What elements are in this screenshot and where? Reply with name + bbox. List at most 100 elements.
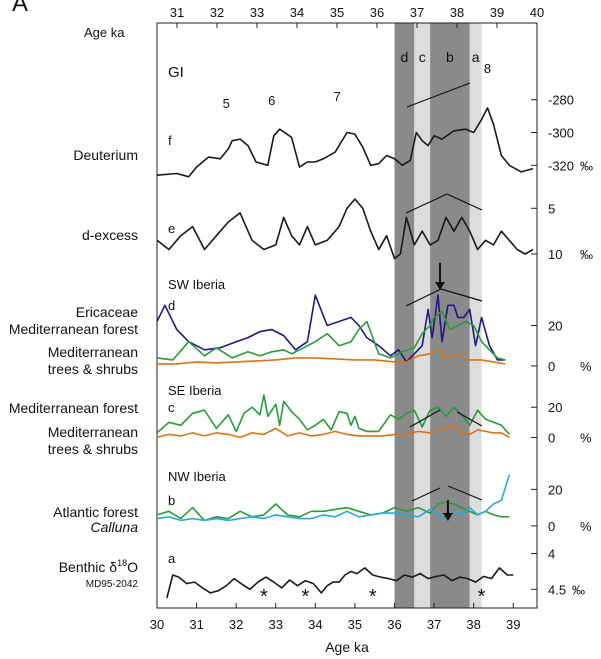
unit-label: ‰ bbox=[572, 582, 585, 597]
trend-line bbox=[405, 288, 442, 307]
panels: f Deuterium -280 -300 -320 ‰ e d-excess 5 10 ‰ d SW … bbox=[9, 93, 593, 608]
panel-letter-label: a bbox=[168, 551, 176, 566]
trend-line bbox=[447, 485, 483, 501]
series-line bbox=[157, 348, 506, 365]
trend-line bbox=[411, 487, 441, 502]
star-marker: * bbox=[369, 586, 377, 608]
bottom-axis-label: Age ka bbox=[325, 639, 369, 655]
gi-number: 7 bbox=[333, 89, 340, 104]
shaded-band bbox=[394, 23, 415, 608]
series-label: Deuterium bbox=[73, 147, 138, 163]
trend-line bbox=[446, 193, 483, 211]
top-tick-label: 34 bbox=[290, 5, 304, 20]
series-label: Mediterranean forest bbox=[9, 400, 138, 416]
right-tick-label: 10 bbox=[548, 247, 562, 262]
series-label-superscript: 18 bbox=[117, 558, 127, 568]
top-axis-label: Age ka bbox=[84, 25, 125, 40]
series-label-line: Mediterranean bbox=[48, 344, 138, 360]
series-line bbox=[156, 394, 510, 435]
bottom-tick-label: 30 bbox=[150, 617, 164, 632]
right-tick-label: 0 bbox=[548, 359, 555, 374]
top-tick-label: 38 bbox=[450, 5, 464, 20]
star-marker: * bbox=[478, 586, 486, 608]
series-line bbox=[156, 310, 506, 361]
panel-letter-label: f bbox=[168, 133, 172, 148]
bottom-tick-label: 33 bbox=[269, 617, 283, 632]
right-tick-label: 0 bbox=[548, 430, 555, 445]
gi-number: 8 bbox=[484, 61, 491, 76]
right-tick-label: 20 bbox=[548, 400, 562, 415]
bottom-tick-label: 38 bbox=[466, 617, 480, 632]
star-marker: * bbox=[302, 586, 310, 608]
unit-label: % bbox=[580, 430, 592, 445]
bottom-tick-label: 35 bbox=[348, 617, 362, 632]
series-label: Mediterranean trees & shrubs bbox=[48, 344, 138, 377]
series-label-line: Mediterranean bbox=[48, 424, 138, 440]
trend-line bbox=[456, 411, 483, 427]
series-line bbox=[156, 107, 534, 178]
right-tick-label: -300 bbox=[548, 126, 574, 141]
series-line bbox=[156, 198, 534, 260]
region-label: SW Iberia bbox=[168, 277, 226, 292]
top-tick-label: 32 bbox=[210, 5, 224, 20]
arrow-icon bbox=[442, 513, 453, 521]
bottom-tick-label: 37 bbox=[427, 617, 441, 632]
bottom-tick-label: 34 bbox=[308, 617, 322, 632]
right-tick-label: 20 bbox=[548, 319, 562, 334]
panel-f: f Deuterium -280 -300 -320 ‰ bbox=[73, 93, 593, 178]
panel-letter-label: d bbox=[168, 298, 175, 313]
series-label-text: O bbox=[127, 559, 138, 575]
series-line bbox=[156, 424, 510, 439]
series-line bbox=[166, 567, 514, 599]
bottom-tick-label: 39 bbox=[506, 617, 520, 632]
trend-line bbox=[409, 409, 441, 428]
star-marker: * bbox=[260, 586, 268, 608]
trend-line bbox=[406, 82, 471, 108]
panel-letter-label: c bbox=[168, 400, 175, 415]
region-label: SE Iberia bbox=[168, 383, 222, 398]
top-tick-label: 37 bbox=[410, 5, 424, 20]
top-tick-label: 36 bbox=[370, 5, 384, 20]
top-tick-label: 31 bbox=[170, 5, 184, 20]
right-tick-label: 5 bbox=[548, 201, 555, 216]
top-tick-label: 35 bbox=[330, 5, 344, 20]
panel-letter: A bbox=[12, 0, 28, 17]
band-label: b bbox=[446, 49, 454, 65]
series-label: Mediterranean forest bbox=[9, 321, 138, 337]
bottom-axis: 30 31 32 33 34 35 36 37 38 39 bbox=[150, 603, 520, 632]
unit-label: ‰ bbox=[580, 247, 593, 262]
series-line bbox=[156, 501, 510, 522]
top-tick-label: 39 bbox=[490, 5, 504, 20]
right-tick-label: 4 bbox=[548, 547, 555, 562]
series-label-line: trees & shrubs bbox=[48, 361, 138, 377]
gi-number: 5 bbox=[223, 96, 230, 111]
series-line bbox=[156, 294, 506, 363]
bottom-tick-label: 32 bbox=[229, 617, 243, 632]
bottom-tick-label: 36 bbox=[387, 617, 401, 632]
shaded-band bbox=[469, 23, 482, 608]
band-label: d bbox=[400, 49, 408, 65]
series-label-text: Benthic δ bbox=[59, 559, 118, 575]
unit-label: ‰ bbox=[580, 158, 593, 173]
panel-letter-label: e bbox=[168, 221, 175, 236]
panel-e: e d-excess 5 10 ‰ bbox=[82, 198, 593, 262]
series-label: Atlantic forest bbox=[53, 504, 138, 520]
band-label: a bbox=[472, 49, 480, 65]
annotations: 5 6 7 8 bbox=[223, 61, 491, 502]
series-label: Benthic δ18O bbox=[59, 558, 138, 575]
top-axis: 31 32 33 34 35 36 37 38 39 40 bbox=[170, 5, 544, 28]
series-label: d-excess bbox=[82, 227, 138, 243]
unit-label: % bbox=[580, 519, 592, 534]
right-tick-label: -280 bbox=[548, 93, 574, 108]
unit-label: % bbox=[580, 359, 592, 374]
region-label: NW Iberia bbox=[168, 469, 227, 484]
right-tick-label: 0 bbox=[548, 519, 555, 534]
panel-c: c SE Iberia Mediterranean forest Mediterran… bbox=[9, 383, 592, 457]
bottom-tick-label: 31 bbox=[189, 617, 203, 632]
right-tick-label: -320 bbox=[548, 158, 574, 173]
plot-border bbox=[156, 22, 538, 609]
right-tick-label: 4.5 bbox=[548, 582, 566, 597]
